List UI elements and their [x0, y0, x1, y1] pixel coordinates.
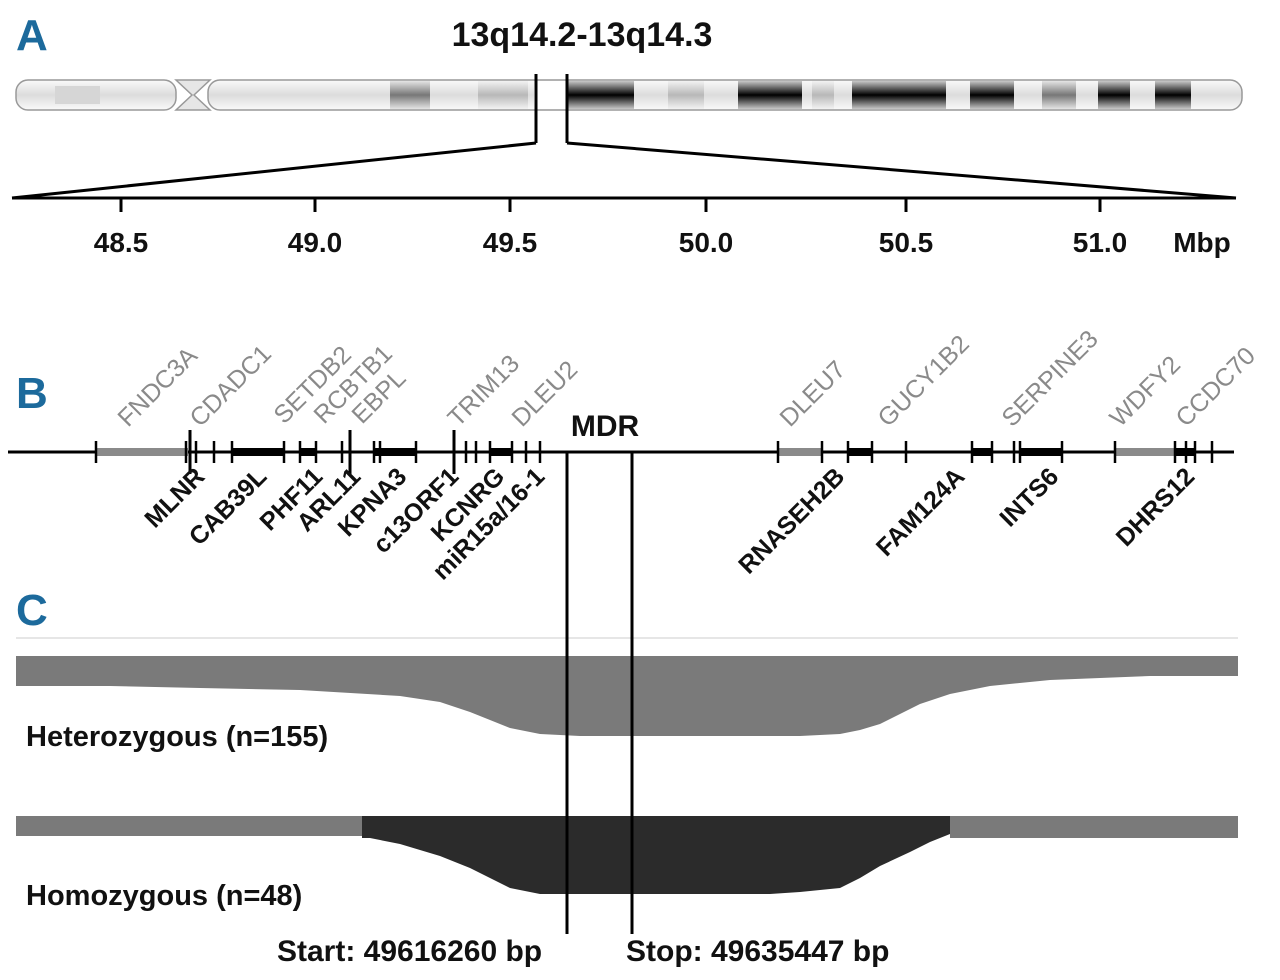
- panel-label-c: C: [16, 586, 48, 635]
- gene-label-bottom-11: DHRS12: [1111, 462, 1201, 552]
- mbp-axis: 48.5 49.0 49.5 50.0 50.5 51.0 Mbp: [12, 196, 1236, 258]
- axis-tick-label-4: 50.5: [879, 227, 934, 258]
- mdr-start-label: Start: 49616260 bp: [277, 935, 542, 968]
- homozygous-deletion-profile: [362, 816, 950, 894]
- homozygous-label: Homozygous (n=48): [26, 880, 302, 912]
- axis-tick-label-2: 49.5: [483, 227, 538, 258]
- gene-label-bottom-10: INTS6: [994, 462, 1064, 532]
- gene-label-top-7: DLEU7: [774, 355, 851, 432]
- heterozygous-deletion-profile: [16, 656, 1238, 736]
- heterozygous-label: Heterozygous (n=155): [26, 721, 328, 753]
- axis-tick-label-1: 49.0: [288, 227, 343, 258]
- gene-label-top-10: WDFY2: [1104, 351, 1186, 433]
- zoom-connector: [11, 74, 1237, 200]
- gene-labels-bottom: MLNRCAB39LPHF11ARL11KPNA3c13ORF1KCNRGmiR…: [139, 462, 1200, 585]
- axis-tick-label-5: 51.0: [1073, 227, 1128, 258]
- axis-unit-label: Mbp: [1173, 227, 1231, 258]
- axis-tick-label-3: 50.0: [679, 227, 734, 258]
- gene-label-top-9: SERPINE3: [996, 325, 1103, 432]
- gene-track: [8, 430, 1234, 474]
- axis-tick-label-0: 48.5: [94, 227, 149, 258]
- gene-label-bottom-8: RNASEH2B: [733, 462, 850, 579]
- gene-label-bottom-9: FAM124A: [871, 462, 970, 561]
- panel-label-a: A: [16, 11, 48, 60]
- gene-label-top-8: GUCY1B2: [872, 330, 974, 432]
- mdr-label: MDR: [571, 410, 640, 443]
- chromosome-ideogram: [15, 79, 1243, 111]
- gene-label-top-1: CDADC1: [184, 340, 276, 432]
- panel-label-b: B: [16, 369, 48, 418]
- mdr-stop-label: Stop: 49635447 bp: [626, 935, 889, 968]
- gene-label-top-11: CCDC70: [1170, 342, 1261, 433]
- region-title: 13q14.2-13q14.3: [452, 16, 713, 54]
